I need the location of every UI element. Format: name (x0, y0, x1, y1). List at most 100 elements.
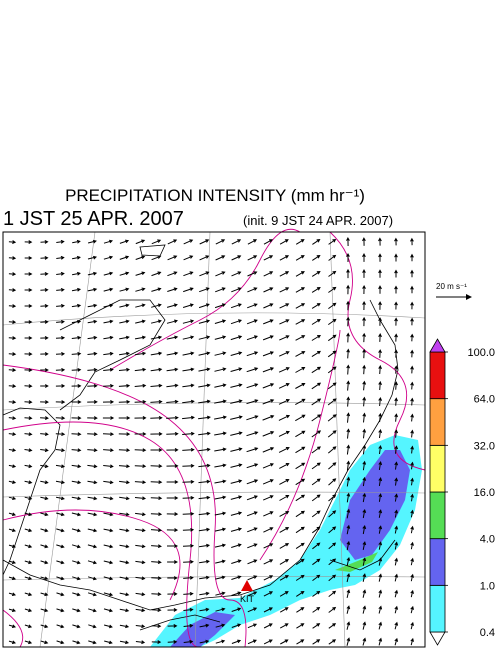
wind-arrow (103, 544, 114, 549)
wind-arrow (246, 351, 259, 357)
wind-arrow (394, 557, 399, 566)
wind-arrow (346, 572, 351, 583)
wind-arrow (394, 397, 398, 406)
wind-arrow (135, 271, 146, 276)
wind-arrow (134, 448, 147, 452)
wind-arrow (346, 589, 351, 599)
wind-arrow (40, 560, 49, 565)
wind-arrow (40, 320, 49, 324)
wind-arrow (328, 462, 337, 470)
wind-arrow (311, 510, 321, 518)
wind-arrow (394, 381, 398, 390)
wind-arrow (247, 591, 258, 597)
wind-arrow (103, 335, 114, 340)
wind-arrow (56, 303, 65, 308)
wind-arrow (135, 239, 146, 245)
wind-arrow (410, 269, 414, 278)
wind-arrow (262, 335, 274, 341)
wind-arrow (151, 608, 162, 612)
wind-arrow (231, 287, 242, 293)
wind-arrow (198, 479, 211, 484)
colorbar-band (429, 444, 446, 493)
wind-arrow (72, 560, 81, 565)
wind-arrow (56, 528, 65, 533)
wind-arrow (263, 271, 274, 277)
wind-arrow (328, 623, 337, 629)
wind-arrow (295, 558, 305, 566)
wind-arrow (378, 509, 383, 518)
wind-arrow (346, 492, 351, 503)
wind-arrow (182, 319, 195, 324)
wind-arrow (198, 543, 211, 548)
wind-arrow (214, 495, 227, 500)
wind-arrow (119, 512, 130, 517)
wind-arrow (118, 448, 131, 453)
wind-arrow (150, 415, 163, 420)
wind-arrow (263, 239, 273, 245)
wind-arrow (166, 448, 179, 452)
wind-arrow (215, 255, 226, 261)
wind-arrow (328, 574, 337, 582)
wind-arrow (24, 464, 33, 469)
wind-arrow (362, 412, 367, 423)
wind-arrow (394, 637, 399, 646)
wind-arrow (134, 464, 147, 469)
wind-arrow (88, 640, 97, 645)
colorbar-under (429, 631, 446, 646)
wind-vectors (8, 236, 414, 646)
wind-arrow (103, 351, 114, 356)
wind-arrow (295, 462, 306, 470)
wind-arrow (151, 287, 162, 292)
wind-arrow (40, 288, 49, 292)
wind-arrow (135, 624, 146, 629)
station-label: KIT (240, 594, 255, 604)
wind-arrow (394, 349, 398, 358)
wind-arrow (246, 319, 258, 325)
wind-arrow (378, 253, 382, 262)
wind-arrow (263, 639, 273, 645)
wind-arrow (8, 336, 17, 340)
wind-arrow (328, 526, 337, 534)
wind-arrow (346, 268, 350, 279)
wind-arrow (72, 255, 81, 260)
wind-arrow (8, 432, 17, 436)
wind-arrow (311, 318, 321, 325)
wind-arrow (378, 412, 383, 423)
wind-arrow (72, 239, 81, 244)
wind-arrow (295, 446, 306, 454)
wind-arrow (167, 287, 178, 292)
wind-arrow (346, 364, 351, 375)
wind-arrow (311, 303, 321, 309)
wind-arrow (362, 524, 367, 535)
wind-arrow (230, 479, 243, 484)
wind-arrow (87, 416, 98, 420)
wind-arrow (24, 528, 33, 533)
wind-arrow (362, 492, 367, 503)
wind-arrow (182, 367, 195, 372)
wind-arrow (134, 480, 147, 485)
wind-arrow (199, 623, 210, 628)
wind-arrow (394, 301, 398, 310)
wind-arrow (56, 592, 65, 597)
colorbar-label: 100.0 (467, 347, 495, 359)
wind-arrow (215, 575, 226, 580)
wind-arrow (198, 431, 211, 436)
wind-arrow (166, 415, 179, 420)
wind-arrow (311, 334, 321, 341)
wind-arrow (199, 575, 210, 580)
wind-arrow (263, 623, 273, 629)
wind-arrow (263, 575, 274, 581)
wind-arrow (40, 592, 49, 597)
wind-arrow (198, 415, 211, 420)
wind-arrow (103, 287, 114, 292)
wind-arrow (311, 526, 321, 534)
wind-arrow (378, 493, 383, 502)
wind-arrow (87, 367, 98, 372)
wind-arrow (311, 462, 321, 470)
wind-arrow (40, 512, 49, 517)
wind-arrow (295, 526, 305, 534)
wind-arrow (103, 303, 114, 308)
wind-arrow (263, 287, 274, 293)
wind-arrow (362, 476, 367, 487)
wind-arrow (71, 384, 82, 388)
